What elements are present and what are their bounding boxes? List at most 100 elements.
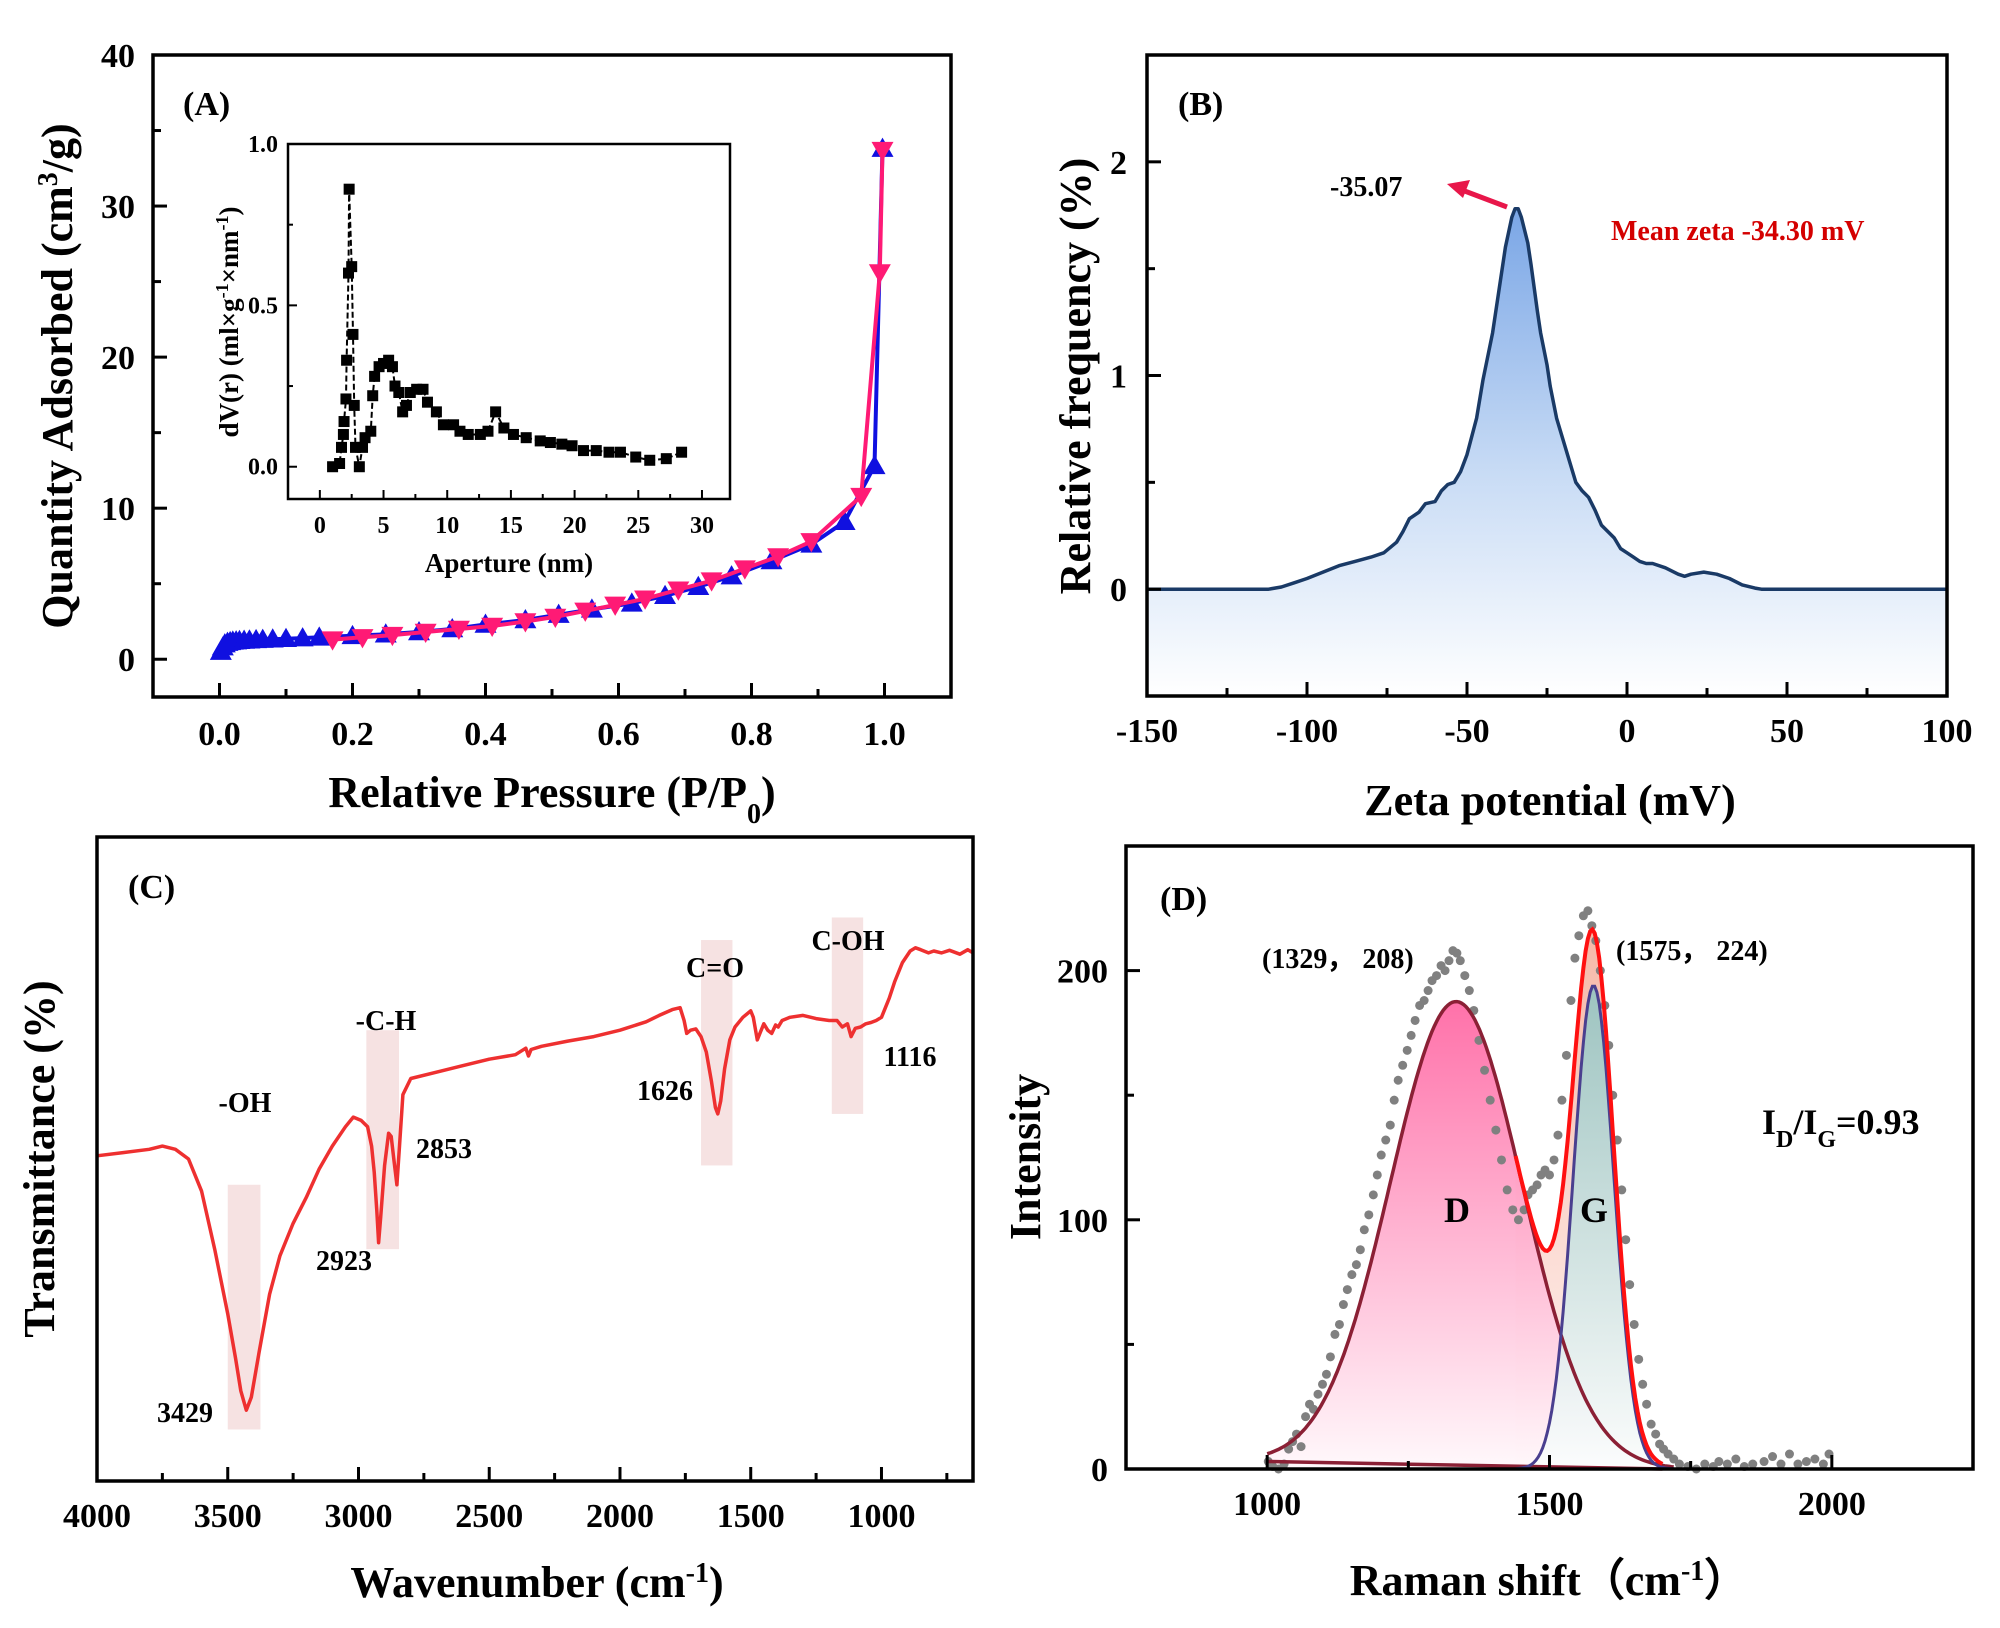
pore-size-point	[389, 380, 401, 392]
raman-data-point	[1480, 1065, 1490, 1075]
raman-data-point	[1497, 1155, 1507, 1165]
pore-size-point	[490, 406, 502, 418]
y-tick-label: 0	[1091, 1452, 1108, 1489]
raman-data-point	[1566, 996, 1576, 1006]
panel-a-x-axis-title: Relative Pressure (P/P0)	[328, 768, 775, 830]
raman-data-point	[1444, 956, 1454, 966]
raman-data-point	[1313, 1389, 1323, 1399]
panel-d-x-axis-title: Raman shift（cm-1）	[1350, 1556, 1749, 1606]
oh-band-label: -OH	[219, 1088, 272, 1119]
peak-1116-label: 1116	[884, 1042, 937, 1073]
x-tick-label: 2000	[586, 1498, 654, 1535]
y-tick-label: 10	[101, 491, 135, 528]
x-tick-label: 25	[626, 513, 650, 539]
desorption-point	[667, 581, 690, 601]
raman-data-point	[1376, 1150, 1386, 1160]
pore-size-point	[556, 438, 568, 450]
raman-data-point	[1296, 1442, 1306, 1452]
desorption-point	[574, 602, 597, 622]
desorption-point	[800, 533, 823, 553]
y-tick-label: 40	[101, 38, 135, 75]
pore-size-point	[359, 432, 371, 444]
y-tick-label: 30	[101, 189, 135, 226]
pore-size-point	[590, 445, 602, 457]
raman-data-point	[1432, 971, 1442, 981]
x-tick-label: 15	[499, 513, 523, 539]
pore-size-point	[430, 406, 442, 418]
pore-size-point	[534, 435, 546, 447]
pore-size-point	[614, 446, 626, 458]
g-peak-coordinate-label: (1575， 224)	[1616, 936, 1768, 967]
raman-data-point	[1731, 1454, 1741, 1464]
x-tick-label: -50	[1444, 713, 1489, 750]
pore-size-point	[369, 370, 381, 382]
intensity-ratio-label: ID/IG=0.93	[1762, 1102, 1920, 1153]
panel-c-ftir: 4000 3500 3000 2500 2000 1500 1000 (C) -OH 3429…	[15, 835, 975, 1607]
ftir-highlight-bands	[227, 917, 864, 1430]
raman-data-point	[1406, 1030, 1416, 1040]
peak-3429-label: 3429	[157, 1398, 213, 1429]
raman-data-point	[1793, 1459, 1803, 1469]
x-tick-label: 50	[1770, 713, 1804, 750]
raman-data-point	[1801, 1457, 1811, 1467]
raman-data-point	[1617, 1185, 1627, 1195]
x-tick-label: 3500	[194, 1498, 262, 1535]
panel-d-plot-area	[1263, 906, 1834, 1474]
raman-data-point	[1325, 1352, 1335, 1362]
zeta-area-fill	[1147, 208, 1947, 697]
raman-data-point	[1389, 1095, 1399, 1105]
inset-plot-area	[327, 183, 688, 473]
pore-size-point	[644, 454, 656, 466]
raman-data-point	[1759, 1457, 1769, 1467]
raman-data-point	[1818, 1459, 1828, 1469]
pore-size-point	[462, 428, 474, 440]
raman-data-point	[1638, 1379, 1648, 1389]
raman-data-point	[1342, 1285, 1352, 1295]
inset-frame	[286, 142, 732, 501]
panel-a-bet-isotherm: 0.0 0.2 0.4 0.6 0.8 1.0 0 10 20 30 40 (A) 0 5 10 15 20…	[33, 38, 953, 830]
raman-data-point	[1318, 1379, 1328, 1389]
zeta-distribution-line	[1147, 207, 1947, 591]
pore-size-point	[327, 461, 339, 473]
x-tick-label: -150	[1116, 713, 1178, 750]
x-tick-label: 0	[314, 513, 326, 539]
raman-data-point	[1508, 1205, 1518, 1215]
panel-c-label: (C)	[128, 869, 175, 906]
raman-data-point	[1532, 1180, 1542, 1190]
desorption-point	[604, 596, 627, 616]
panel-a-plot-area	[209, 137, 894, 660]
x-tick-label: 1500	[717, 1498, 785, 1535]
raman-data-point	[1587, 921, 1597, 931]
raman-data-point	[1464, 986, 1474, 996]
raman-data-point	[1557, 1095, 1567, 1105]
peak-2923-label: 2923	[316, 1246, 372, 1277]
pore-size-point	[335, 441, 347, 453]
raman-data-point	[1359, 1225, 1369, 1235]
raman-data-point	[1402, 1045, 1412, 1055]
pore-size-point	[417, 383, 429, 395]
x-tick-label: 0.4	[464, 716, 507, 753]
inset-y-axis-title: dV(r) (ml×g-1×nm-1)	[212, 206, 244, 437]
pore-size-point	[474, 428, 486, 440]
mean-zeta-label: Mean zeta -34.30 mV	[1611, 216, 1864, 247]
x-tick-label: 1500	[1516, 1486, 1584, 1523]
panel-b-label: (B)	[1178, 86, 1223, 123]
pore-size-point	[520, 432, 532, 444]
d-peak-coordinate-label: (1329， 208)	[1262, 944, 1414, 975]
d-band-fit-line	[1266, 999, 1674, 1469]
raman-data-point	[1338, 1300, 1348, 1310]
x-tick-label: 100	[1922, 713, 1973, 750]
raman-data-point	[1553, 1130, 1563, 1140]
pore-size-point	[340, 393, 352, 405]
pore-size-point	[676, 446, 688, 458]
x-tick-label: 1000	[847, 1498, 915, 1535]
adsorption-point	[275, 627, 297, 647]
panel-d-raman: 1000 1500 2000 0 100 200 (D) (1329， 208) (157…	[1001, 844, 1975, 1606]
pore-size-point	[400, 399, 412, 411]
panel-a-y-axis-title: Quantity Adsorbed (cm3/g)	[33, 123, 83, 628]
adsorption-point	[291, 627, 314, 647]
pore-size-point	[343, 267, 355, 279]
raman-data-point	[1776, 1459, 1786, 1469]
pore-size-point	[357, 441, 369, 453]
x-tick-label: 2000	[1798, 1486, 1866, 1523]
